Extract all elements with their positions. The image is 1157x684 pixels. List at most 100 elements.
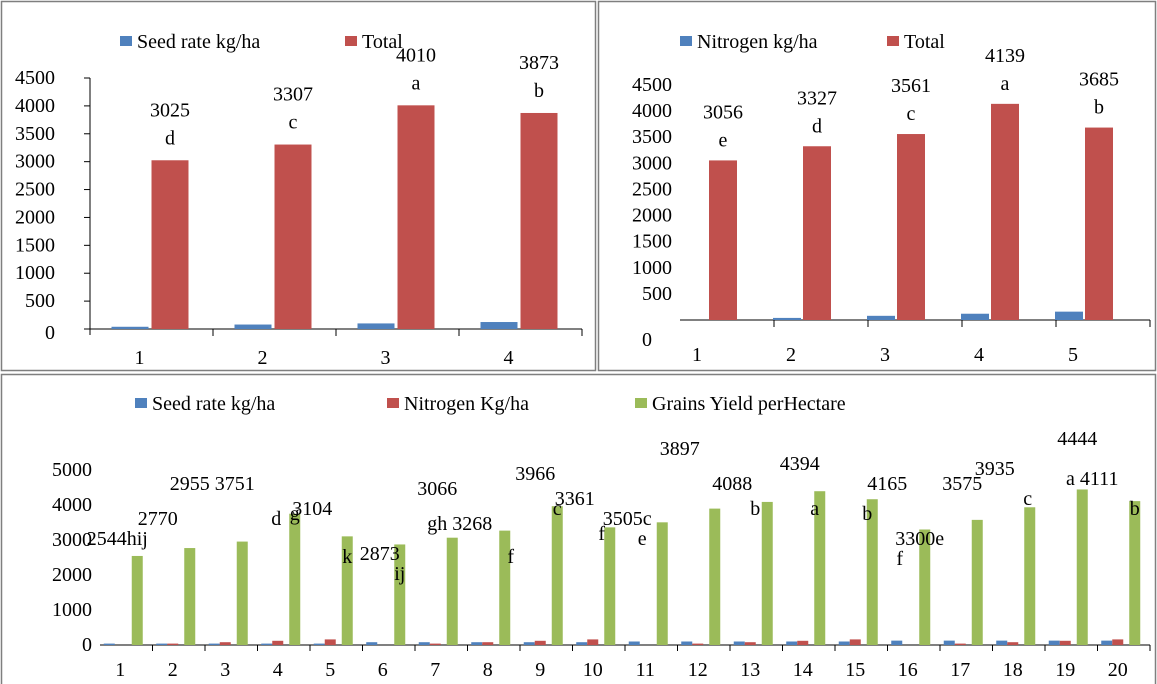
x-tick-label: 1 [692,344,702,366]
bar-grain-yield [709,508,721,645]
bar-nitrogen [1059,640,1071,645]
data-label-annotation: 4444 [1057,428,1097,450]
x-tick-label: 19 [1055,659,1075,681]
data-label-annotation: b [750,498,760,520]
bar-grain-yield [341,536,353,645]
bar-grain-yield [1024,507,1036,645]
bar-seed-rate [681,641,693,645]
data-label-annotation: b [1130,498,1140,520]
bar-grain-yield [656,522,668,645]
y-tick-label: 0 [642,329,652,351]
x-tick-label: 14 [793,659,813,681]
data-label-total: 4010 [396,44,436,66]
bar-seed-rate [103,643,115,645]
x-tick-label: 10 [583,659,603,681]
data-label-annotation: f [896,548,903,570]
legend-label: Total [362,31,403,53]
significance-letter: a [412,72,421,94]
y-tick-label: 4500 [632,74,672,96]
x-tick-label: 1 [135,347,145,369]
panel-border-combined [0,373,1157,684]
bar-seed-rate [1101,640,1113,645]
data-label-annotation: gh 3268 [427,513,492,535]
significance-letter: d [165,127,175,149]
legend-label: Seed rate kg/ha [137,31,260,53]
legend-swatch [120,36,132,46]
y-tick-label: 5000 [52,459,92,481]
bar-nitrogen [587,639,599,645]
data-label-annotation: 3897 [660,438,700,460]
bar-grain-yield [131,555,143,645]
bar-grain-yield [184,548,196,645]
data-label-total: 3307 [273,84,313,106]
data-label-annotation: 3575 [942,473,982,495]
bar-nitrogen [954,643,966,645]
bar-grain-yield [289,513,301,645]
y-tick-label: 2500 [15,179,55,201]
bar-total [803,146,831,320]
y-tick-label: 3000 [632,152,672,174]
data-label-annotation: 4088 [712,473,752,495]
x-tick-label: 16 [898,659,918,681]
bar-total [709,160,737,320]
bar-seed-rate [523,642,535,645]
x-tick-label: 5 [325,659,335,681]
x-tick-label: 18 [1003,659,1023,681]
significance-letter: a [1001,73,1010,95]
data-label-annotation: f [507,546,514,568]
data-label-annotation: ij [394,563,405,585]
x-tick-label: 2 [786,344,796,366]
legend-label: Total [904,31,945,53]
bar-total [897,134,925,320]
x-tick-label: 3 [220,659,230,681]
bar-grain-yield [394,544,406,645]
x-tick-label: 7 [430,659,440,681]
legend-swatch [135,398,147,408]
data-label-annotation: b [862,503,872,525]
x-tick-label: 5 [1068,344,1078,366]
bar-grain-yield [236,541,248,645]
data-label-total: 3873 [519,52,559,74]
bar-nitrogen [272,640,284,645]
data-label-annotation: e [638,528,647,550]
data-label-annotation: c [1023,488,1032,510]
bar-seed-rate [576,642,588,645]
data-label-annotation: 3505c [603,508,652,530]
bar-nitrogen [744,642,756,645]
data-label-total: 3056 [703,101,743,123]
y-tick-label: 4500 [15,67,55,89]
y-tick-label: 4000 [632,100,672,122]
bar-seed-rate [891,640,903,645]
bar-total [991,103,1019,320]
significance-letter: b [534,80,544,102]
bar-total [520,112,558,330]
bar-seed-rate [628,641,640,645]
x-tick-label: 12 [688,659,708,681]
bar-grain-yield [1129,501,1141,645]
bar-grain-yield [814,491,826,645]
data-label-annotation: d [271,508,281,530]
legend-swatch [345,36,357,46]
data-label-total: 3561 [891,75,931,97]
data-label-total: 3327 [797,87,837,109]
bar-seed-rate [357,323,395,329]
data-label-annotation: 2955 3751 [170,473,255,495]
bar-seed-rate [261,643,273,645]
x-tick-label: 2 [168,659,178,681]
legend-swatch [387,398,399,408]
bar-nitrogen [867,315,895,320]
bar-total [1085,127,1113,320]
x-tick-label: 2 [258,347,268,369]
data-label-annotation: 2770 [138,508,178,530]
data-label-annotation: 3935 [975,458,1015,480]
bar-nitrogen [429,643,441,645]
legend-swatch [887,36,899,46]
data-label-annotation: 3066 [417,478,457,500]
bar-seed-rate [1048,640,1060,645]
bar-seed-rate [786,641,798,645]
y-tick-label: 4000 [52,494,92,516]
data-label-total: 4139 [985,45,1025,67]
bar-nitrogen [1112,639,1124,645]
x-tick-label: 8 [483,659,493,681]
